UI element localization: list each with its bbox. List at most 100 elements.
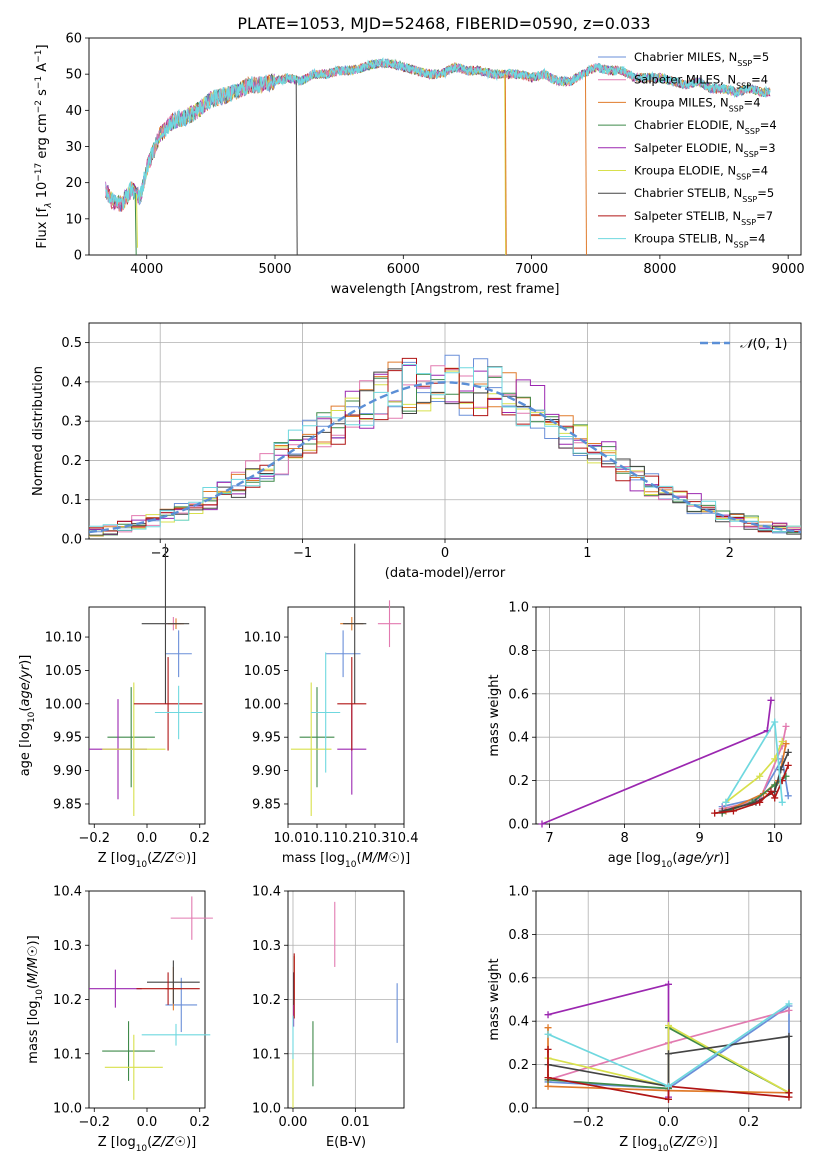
- x-axis-label: E(B-V): [326, 1135, 366, 1150]
- errorbar-point: [165, 630, 192, 678]
- weight-marker: [778, 798, 786, 806]
- x-tick-label: 0.2: [189, 1115, 210, 1130]
- weight-marker: [538, 820, 546, 828]
- weight-marker: [718, 807, 726, 815]
- y-tick-label: 10.2: [53, 993, 82, 1008]
- spectrum-dip: [295, 80, 298, 255]
- weight-marker: [785, 1006, 793, 1014]
- x-tick-label: 0.2: [738, 1115, 759, 1130]
- y-tick-label: 20: [65, 176, 82, 191]
- x-tick-label: 10: [766, 831, 783, 846]
- y-tick-label: 0.4: [508, 731, 529, 746]
- x-tick-label: −1: [293, 546, 312, 561]
- weight-marker: [782, 722, 790, 730]
- residual-panel: −2 −1 0 1 2 0.0 0.1 0.2 0.3 0.4 0.5 (data-model)/er…: [31, 322, 802, 581]
- x-axis-label: mass [log10(M/M☉)]: [282, 851, 410, 870]
- weight-marker: [782, 740, 790, 748]
- weight-series-line: [725, 741, 783, 803]
- weight-marker: [665, 1050, 672, 1058]
- y-tick-label: 9.85: [53, 797, 82, 812]
- weight-marker: [785, 1089, 793, 1097]
- x-axis-label: wavelength [Angstrom, rest frame]: [331, 282, 560, 297]
- x-axis-label: (data-model)/error: [385, 566, 506, 581]
- errorbar-point: [170, 896, 213, 940]
- y-tick-label: 0.6: [508, 971, 529, 986]
- errorbar-point: [141, 543, 190, 704]
- errorbar-point: [165, 977, 198, 1033]
- errorbar-point: [133, 657, 203, 751]
- residual-histogram: [89, 366, 801, 536]
- y-tick-label: 0.0: [508, 818, 529, 833]
- errorbar-point: [343, 543, 367, 704]
- y-tick-label: 10.1: [252, 1047, 281, 1062]
- weight-marker: [767, 787, 775, 795]
- weight-marker: [722, 798, 730, 806]
- spectrum-model-line: [105, 57, 771, 209]
- legend-label: Kroupa MILES, NSSP=4: [634, 95, 761, 113]
- weight-marker: [544, 1011, 552, 1019]
- spectrum-panel: 4000 5000 6000 7000 8000 9000 0 10 20 30 40 50 60 wav…: [34, 32, 805, 298]
- y-axis-label: age [log10(age/yr)]: [18, 655, 37, 777]
- weight-marker: [665, 1022, 672, 1030]
- x-tick-label: 5000: [258, 262, 291, 277]
- weight-marker: [665, 1095, 672, 1103]
- y-tick-label: 0.8: [508, 644, 529, 659]
- mass-vs-Z-panel: −0.2 0.0 0.2 10.0 10.1 10.2 10.3 10.4 Z [log10(Z…: [26, 885, 213, 1154]
- legend-label: 𝒩(0, 1): [740, 337, 787, 352]
- y-tick-label: 10.4: [53, 885, 82, 900]
- y-tick-label: 0.4: [508, 1015, 529, 1030]
- weight-marker: [767, 696, 775, 704]
- weight-marker: [778, 738, 786, 746]
- x-tick-label: 10.0: [274, 831, 303, 846]
- y-tick-label: 10.00: [244, 697, 281, 712]
- weight-marker: [785, 1032, 793, 1040]
- axes-frame: [88, 890, 206, 1109]
- x-tick-label: 2: [726, 546, 734, 561]
- y-tick-label: 0.2: [508, 1058, 529, 1073]
- y-tick-label: 30: [65, 140, 82, 155]
- y-tick-label: 9.90: [252, 764, 281, 779]
- x-axis-label: age [log10(age/yr)]: [608, 851, 730, 870]
- y-axis-label: mass [log10(M/M☉)]: [26, 935, 45, 1063]
- y-tick-label: 0.3: [61, 415, 82, 430]
- errorbar-point: [377, 600, 402, 648]
- weight-marker: [544, 1082, 552, 1090]
- spectrum-dip: [504, 74, 507, 255]
- x-tick-label: 8000: [643, 262, 676, 277]
- x-tick-label: 9000: [772, 262, 805, 277]
- y-tick-label: 0.5: [61, 336, 82, 351]
- y-tick-label: 0.0: [508, 1102, 529, 1117]
- errorbar-point: [325, 630, 361, 678]
- x-tick-label: 7000: [515, 262, 548, 277]
- x-tick-label: 0.01: [341, 1115, 370, 1130]
- spectrum-dip: [135, 194, 138, 248]
- histograms: [89, 354, 801, 537]
- errorbar-point: [299, 687, 335, 788]
- x-tick-label: −0.2: [572, 1115, 604, 1130]
- x-tick-label: −2: [151, 546, 170, 561]
- x-tick-label: 10.3: [361, 831, 390, 846]
- x-axis-label: Z [log10(Z/Z☉)]: [98, 1135, 197, 1154]
- y-tick-label: 10.10: [244, 631, 281, 646]
- weight-marker: [785, 1000, 793, 1008]
- weight-marker: [711, 809, 719, 817]
- age-vs-Z-panel: −0.2 0.0 0.2 9.85 9.90 9.95 10.00 10.05 10.10 Z […: [18, 543, 210, 870]
- spectrum-dip: [134, 192, 137, 255]
- y-tick-label: 0.4: [61, 375, 82, 390]
- axes-frame: [287, 606, 405, 825]
- y-tick-label: 10.0: [53, 1102, 82, 1117]
- y-tick-label: 0.0: [61, 533, 82, 548]
- y-tick-label: 9.95: [53, 731, 82, 746]
- y-tick-label: 10.05: [244, 664, 281, 679]
- weight-vs-age-panel: 7 8 9 10 0.0 0.2 0.4 0.6 0.8 1.0 age [log10(age/yr…: [487, 601, 802, 870]
- y-axis-label: mass weight: [487, 674, 502, 756]
- weight-marker: [544, 1045, 552, 1053]
- y-tick-label: 50: [65, 68, 82, 83]
- errorbar-point: [102, 682, 166, 816]
- y-tick-label: 10.1: [53, 1047, 82, 1062]
- y-tick-label: 60: [65, 32, 82, 47]
- weight-marker: [771, 794, 779, 802]
- spectrum-dip: [584, 72, 587, 255]
- errorbar-point: [290, 682, 332, 816]
- x-tick-label: 6000: [387, 262, 420, 277]
